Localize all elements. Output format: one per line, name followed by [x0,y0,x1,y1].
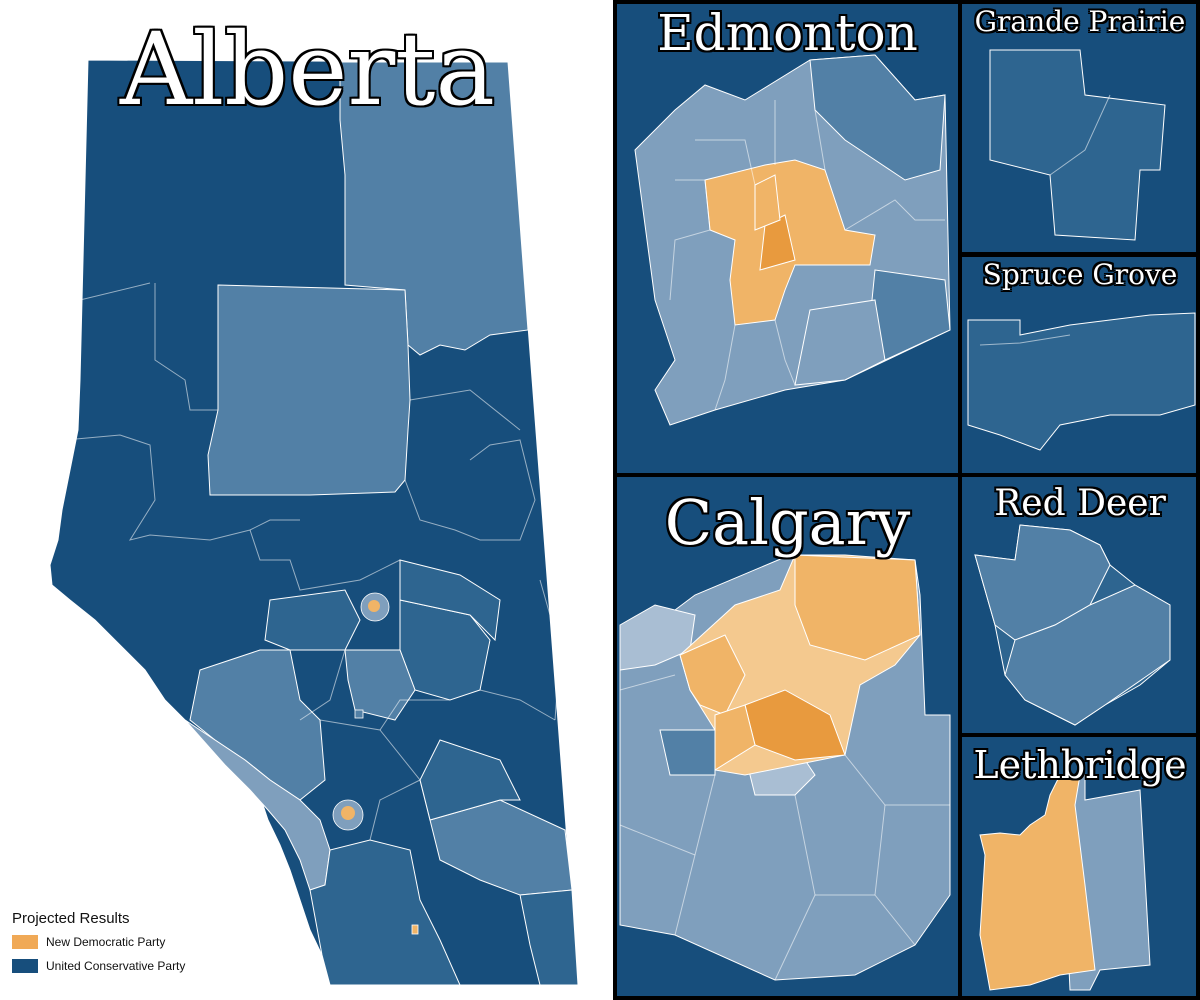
red-deer-inset: Red Deer [960,475,1200,735]
legend-item-ucp: United Conservative Party [12,959,185,973]
alberta-map [49,59,579,986]
lethbridge-map [979,774,1151,991]
district-central [264,589,361,651]
red-deer-marker [354,709,364,719]
edmonton-map [634,54,951,426]
district-central-3 [399,559,501,642]
spruce-grove-title: Spruce Grove [982,258,1178,291]
grande-prairie-inset: Grande Prairie [960,0,1200,255]
red-deer-title: Red Deer [994,483,1166,524]
calgary-title: Calgary [664,486,911,559]
legend-label-ucp: United Conservative Party [46,959,186,973]
legend-title: Projected Results [12,910,130,927]
alberta-title: Alberta [120,11,495,128]
calgary-map [619,554,951,981]
alberta-map-panel: Alberta Projected Results New Democratic… [12,11,579,986]
calgary-cluster [332,799,364,831]
spruce-grove-inset: Spruce Grove [960,255,1200,475]
district-southeast-lower [519,889,579,986]
calgary-inset: Calgary [615,475,960,1000]
legend-item-ndp: New Democratic Party [12,935,185,949]
lethbridge-marker [411,924,419,935]
lethbridge-inset: Lethbridge [960,735,1200,1000]
district-northeast [339,61,529,356]
grande-prairie-map [989,49,1166,241]
legend-label-ndp: New Democratic Party [46,935,166,949]
district-south-central [309,839,461,986]
district-central-2 [344,649,416,721]
edmonton-inset: Edmonton [615,0,960,475]
legend-swatch-ndp [12,935,38,949]
red-deer-map [974,524,1171,726]
spruce-grove-map [967,312,1196,451]
lethbridge-title: Lethbridge [973,743,1187,787]
district-borders [64,282,561,841]
legend: Projected Results New Democratic Party U… [12,910,185,983]
edmonton-title: Edmonton [657,4,918,62]
edmonton-cluster [360,592,390,622]
grande-prairie-title: Grande Prairie [974,5,1186,38]
legend-swatch-ucp [12,959,38,973]
district-central-north [207,284,411,496]
